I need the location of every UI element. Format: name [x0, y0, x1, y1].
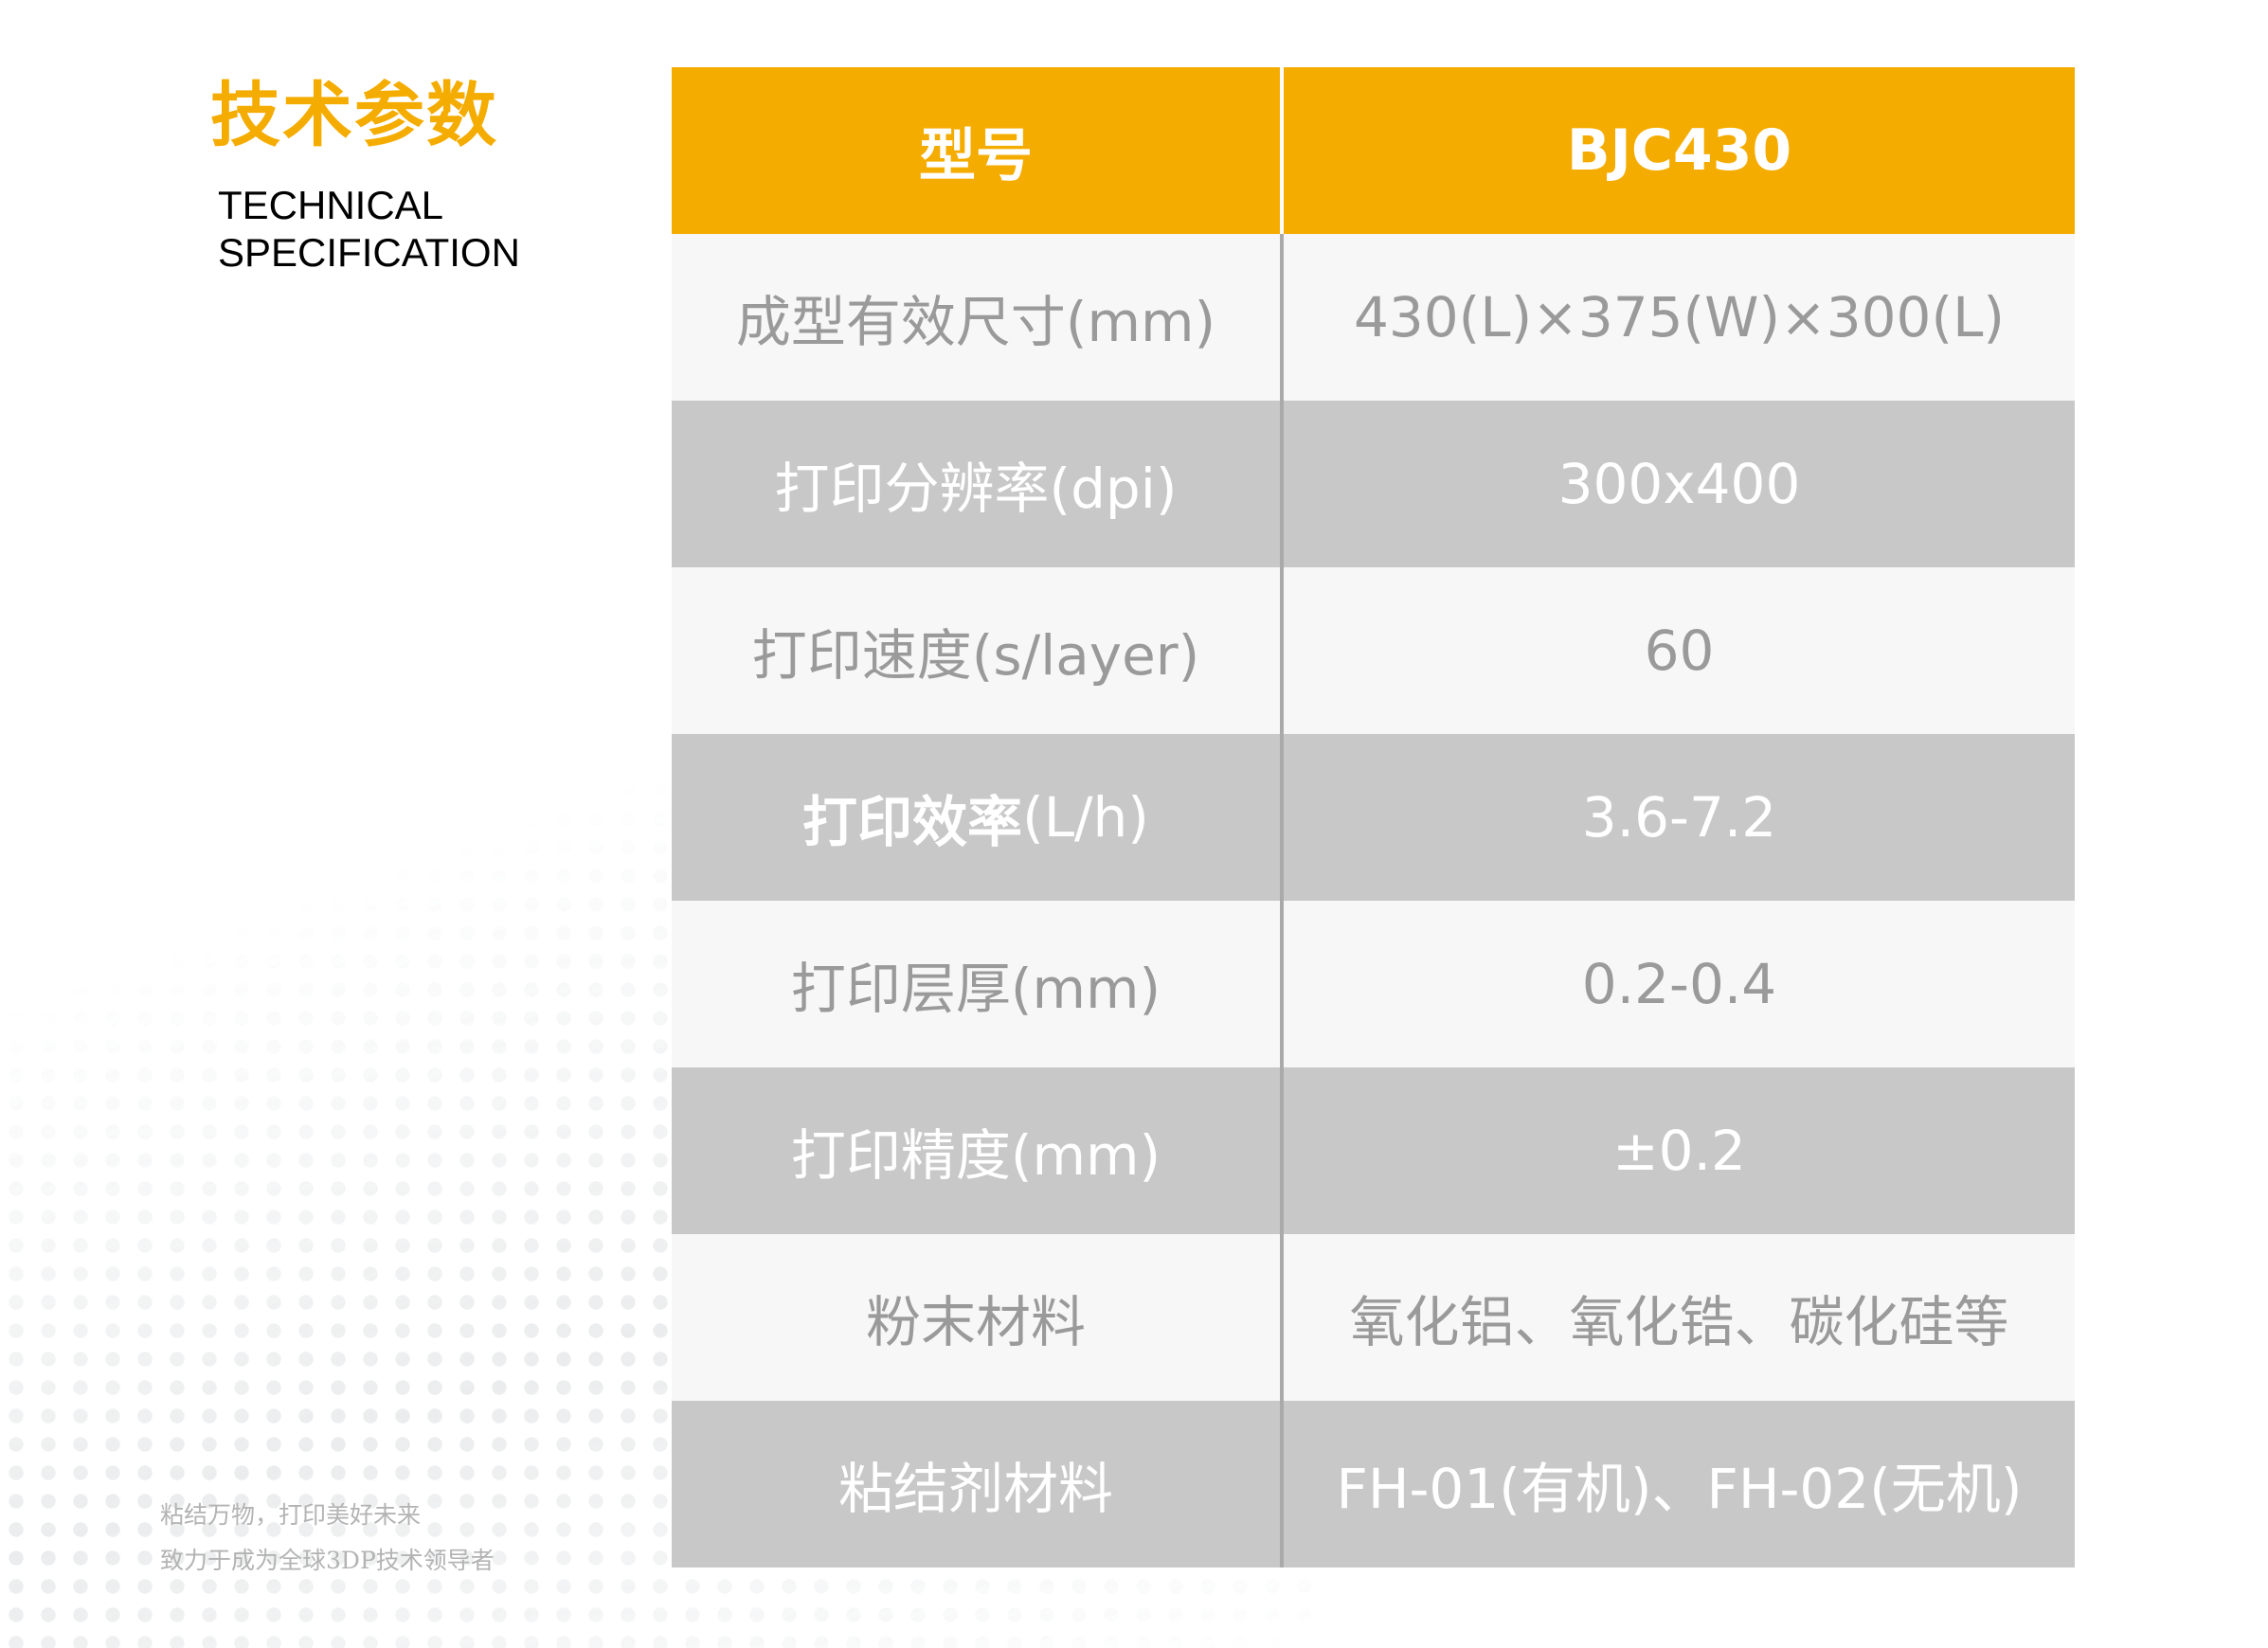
section-subtitle: TECHNICAL SPECIFICATION: [218, 182, 520, 277]
table-row: 粘结剂材料 FH-01(有机)、FH-02(无机): [672, 1401, 2075, 1567]
row-label: 粉末材料: [672, 1234, 1284, 1401]
table-row: 打印效率 (L/h) 3.6-7.2: [672, 734, 2075, 901]
row-value: FH-01(有机)、FH-02(无机): [1336, 1457, 2023, 1521]
row-label-bold: 打印效率: [802, 790, 1023, 854]
row-label: 成型有效尺寸(mm): [672, 234, 1284, 401]
row-label: 打印分辨率(dpi): [672, 401, 1284, 567]
row-value: 氧化铝、氧化锆、碳化硅等: [1349, 1290, 2009, 1354]
row-value: ±0.2: [1612, 1119, 1746, 1183]
table-row: 打印速度(s/layer) 60: [672, 567, 2075, 734]
spec-table: 型号 BJC430 成型有效尺寸(mm) 430(L)×375(W)×300(L…: [672, 67, 2075, 1567]
row-label: 打印精度(mm): [672, 1067, 1284, 1234]
table-row: 打印层厚(mm) 0.2-0.4: [672, 901, 2075, 1067]
section-title: 技术参数: [210, 75, 498, 156]
row-value: 0.2-0.4: [1581, 952, 1777, 1016]
row-value: 430(L)×375(W)×300(L): [1353, 285, 2006, 349]
table-row: 粉末材料 氧化铝、氧化锆、碳化硅等: [672, 1234, 2075, 1401]
slogan-line-2: 致力于成为全球3DP技术领导者: [160, 1547, 495, 1574]
slogan: 粘结万物，打印美好未来 致力于成为全球3DP技术领导者: [160, 1493, 495, 1584]
row-label: 粘结剂材料: [672, 1401, 1284, 1567]
row-label: 打印速度(s/layer): [672, 567, 1284, 734]
table-header: 型号 BJC430: [672, 67, 2075, 234]
row-label: 打印效率 (L/h): [672, 734, 1284, 901]
row-label-unit: (L/h): [1022, 785, 1149, 850]
subtitle-line-2: SPECIFICATION: [218, 230, 520, 275]
header-label: 型号: [672, 67, 1284, 234]
table-row: 成型有效尺寸(mm) 430(L)×375(W)×300(L): [672, 234, 2075, 401]
row-label: 打印层厚(mm): [672, 901, 1284, 1067]
row-value: 60: [1644, 618, 1715, 683]
subtitle-line-1: TECHNICAL: [218, 183, 444, 227]
header-model: BJC430: [1566, 117, 1792, 184]
row-value: 300x400: [1557, 452, 1801, 516]
row-value: 3.6-7.2: [1581, 785, 1777, 850]
slogan-line-1: 粘结万物，打印美好未来: [160, 1501, 422, 1529]
table-row: 打印精度(mm) ±0.2: [672, 1067, 2075, 1234]
table-row: 打印分辨率(dpi) 300x400: [672, 401, 2075, 567]
